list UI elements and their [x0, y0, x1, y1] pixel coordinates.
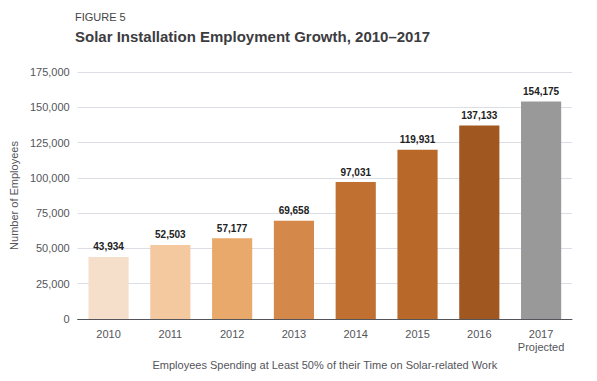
svg-text:2015: 2015	[405, 328, 429, 340]
svg-text:FIGURE 5: FIGURE 5	[75, 11, 126, 23]
svg-text:0: 0	[64, 313, 70, 325]
svg-text:2010: 2010	[96, 328, 120, 340]
svg-text:119,931: 119,931	[400, 134, 436, 145]
svg-text:2012: 2012	[220, 328, 244, 340]
svg-text:2017: 2017	[529, 328, 553, 340]
svg-text:43,934: 43,934	[93, 241, 124, 252]
svg-text:2016: 2016	[467, 328, 491, 340]
svg-text:175,000: 175,000	[30, 66, 70, 78]
svg-text:Employees Spending at Least 50: Employees Spending at Least 50% of their…	[153, 359, 498, 371]
svg-text:69,658: 69,658	[279, 205, 310, 216]
svg-text:50,000: 50,000	[36, 242, 70, 254]
svg-text:57,177: 57,177	[217, 223, 248, 234]
svg-text:Number of Employees: Number of Employees	[8, 141, 20, 250]
svg-text:97,031: 97,031	[340, 167, 371, 178]
svg-text:150,000: 150,000	[30, 101, 70, 113]
svg-text:52,503: 52,503	[155, 229, 186, 240]
svg-text:154,175: 154,175	[523, 86, 560, 97]
svg-text:Solar Installation Employment: Solar Installation Employment Growth, 20…	[75, 28, 430, 45]
svg-text:2013: 2013	[282, 328, 306, 340]
svg-text:75,000: 75,000	[36, 207, 70, 219]
svg-text:137,133: 137,133	[461, 110, 498, 121]
svg-text:2014: 2014	[343, 328, 367, 340]
svg-text:Projected: Projected	[518, 341, 564, 353]
svg-text:125,000: 125,000	[30, 137, 70, 149]
svg-text:100,000: 100,000	[30, 172, 70, 184]
svg-text:25,000: 25,000	[36, 278, 70, 290]
svg-text:2011: 2011	[159, 328, 183, 340]
